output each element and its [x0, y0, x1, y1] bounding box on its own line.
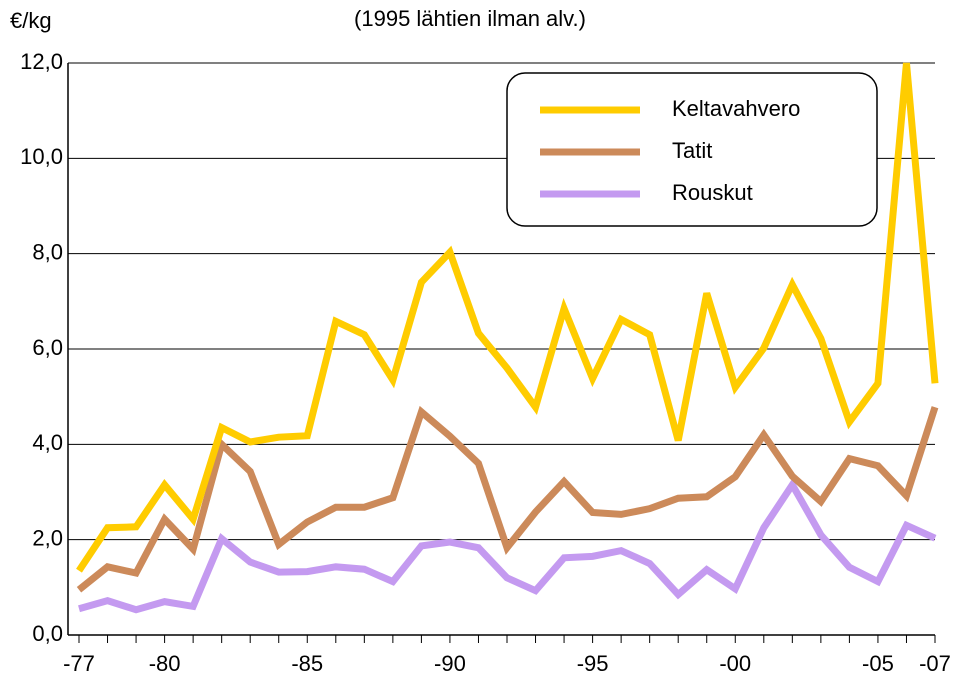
- data-line: [76, 405, 939, 593]
- legend-label: Keltavahvero: [672, 96, 800, 121]
- data-line: [76, 62, 939, 573]
- y-tick-label: 12,0: [20, 49, 63, 74]
- y-axis-label: €/kg: [10, 8, 52, 33]
- x-tick-label: -80: [149, 651, 181, 676]
- y-tick-label: 10,0: [20, 144, 63, 169]
- y-tick-label: 2,0: [32, 525, 63, 550]
- x-tick-label: -00: [719, 651, 751, 676]
- x-tick-label: -90: [434, 651, 466, 676]
- x-tick-label: -77: [63, 651, 95, 676]
- x-tick-label: -95: [577, 651, 609, 676]
- x-tick-label: -07: [919, 651, 951, 676]
- x-tick-label: -85: [291, 651, 323, 676]
- y-tick-label: 4,0: [32, 430, 63, 455]
- chart-subtitle: (1995 lähtien ilman alv.): [354, 6, 586, 31]
- x-tick-label: -05: [862, 651, 894, 676]
- legend-label: Rouskut: [672, 180, 753, 205]
- data-line: [78, 478, 937, 614]
- legend-label: Tatit: [672, 138, 712, 163]
- y-tick-label: 8,0: [32, 239, 63, 264]
- y-tick-label: 6,0: [32, 335, 63, 360]
- y-tick-label: 0,0: [32, 621, 63, 646]
